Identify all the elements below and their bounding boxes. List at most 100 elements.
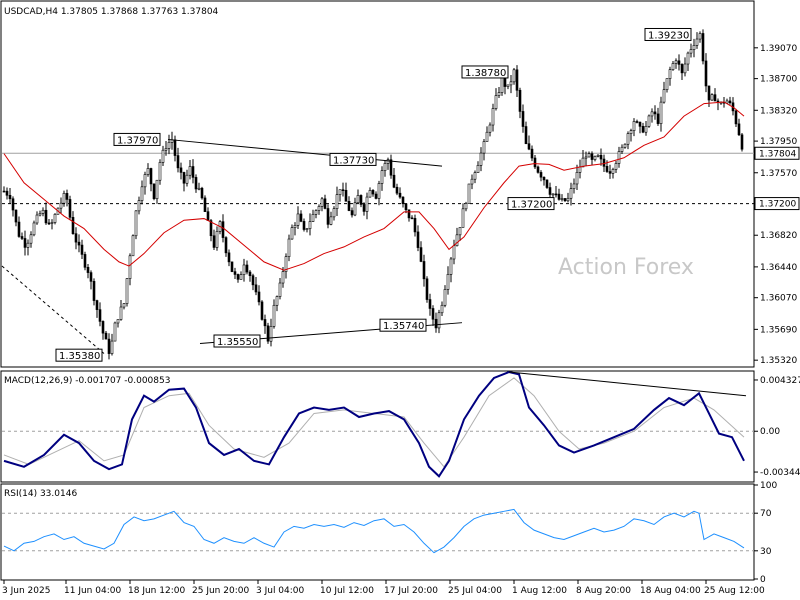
candle-body — [104, 332, 108, 340]
candle-body — [44, 209, 48, 224]
candle-body — [434, 318, 438, 329]
candle-body — [644, 125, 648, 133]
candle-body — [248, 271, 252, 276]
candle-body — [158, 162, 162, 181]
candle-body — [68, 199, 72, 218]
candle-body — [458, 227, 462, 236]
rsi-tick-label: 0 — [760, 575, 766, 585]
macd-title: MACD(12,26,9) -0.001707 -0.000853 — [4, 376, 170, 386]
candle-body — [551, 193, 555, 196]
candle-body — [98, 309, 102, 322]
candle-body — [467, 183, 471, 204]
candle-body — [692, 45, 696, 50]
candle-body — [473, 172, 477, 180]
candle-body — [266, 325, 270, 342]
candle-body — [575, 172, 579, 185]
candle-body — [701, 33, 705, 62]
candle-body — [5, 190, 9, 196]
candle-body — [446, 274, 450, 290]
price-label-box — [644, 27, 692, 41]
candle-body — [740, 134, 744, 150]
candle-body — [545, 179, 549, 188]
candle-body — [656, 113, 660, 124]
candle-body — [479, 152, 483, 166]
candle-body — [491, 108, 495, 126]
candle-body — [305, 228, 309, 230]
candle-body — [494, 95, 498, 109]
candle-body — [374, 193, 378, 199]
price-tick-label: 1.36070 — [760, 294, 797, 304]
time-tick-label: 8 Aug 20:00 — [576, 586, 631, 596]
candle-body — [227, 252, 231, 263]
candle-body — [221, 221, 225, 238]
candle-body — [260, 301, 264, 320]
candle-body — [533, 157, 537, 168]
candle-body — [509, 81, 513, 86]
candle-body — [353, 202, 357, 216]
candle-body — [449, 258, 453, 275]
candle-body — [404, 203, 408, 211]
price-tick-label: 1.36440 — [760, 263, 797, 273]
candle-body — [440, 304, 444, 314]
candle-body — [464, 203, 468, 210]
candle-body — [419, 247, 423, 262]
candle-body — [239, 274, 243, 280]
candle-body — [737, 123, 741, 136]
time-tick-label: 3 Jun 2025 — [2, 586, 50, 596]
candle-body — [131, 235, 135, 257]
candle-body — [119, 306, 123, 320]
candle-body — [299, 213, 303, 222]
candle-body — [443, 289, 447, 306]
candle-body — [554, 193, 558, 196]
candle-body — [380, 170, 384, 184]
candle-body — [674, 60, 678, 64]
macd-tick-label: 0.00 — [760, 427, 780, 437]
time-tick-label: 25 Jun 20:00 — [192, 586, 249, 596]
symbol-header: USDCAD,H4 1.37805 1.37868 1.37763 1.3780… — [4, 7, 219, 17]
candle-body — [608, 171, 612, 174]
candle-body — [2, 190, 6, 193]
candle-body — [521, 111, 525, 127]
candle-body — [323, 198, 327, 209]
candle-body — [431, 308, 435, 320]
rsi-title: RSI(14) 33.0146 — [4, 489, 77, 499]
candle-body — [263, 319, 267, 327]
candle-body — [401, 196, 405, 205]
candle-body — [527, 143, 531, 150]
price-tick-label: 1.36820 — [760, 231, 797, 241]
time-tick-label: 11 Jun 04:00 — [64, 586, 121, 596]
candle-body — [500, 77, 504, 93]
candle-body — [101, 321, 105, 334]
candle-body — [176, 155, 180, 169]
candle-body — [143, 174, 147, 188]
time-tick-label: 10 Jul 12:00 — [320, 586, 374, 596]
candle-body — [188, 166, 192, 176]
candle-body — [332, 208, 336, 218]
price-label: 1.39230 — [648, 30, 689, 41]
price-tick-label: 1.37570 — [760, 169, 797, 179]
price-tick-label: 1.38320 — [760, 106, 797, 116]
candle-body — [17, 221, 21, 237]
candle-body — [29, 234, 33, 244]
price-label-box — [461, 65, 509, 79]
candle-body — [536, 166, 540, 173]
candle-body — [8, 194, 12, 200]
candle-body — [422, 261, 426, 280]
candle-body — [335, 194, 339, 209]
candle-body — [224, 237, 228, 254]
candle-body — [164, 148, 168, 151]
candle-body — [245, 264, 249, 273]
candle-body — [314, 210, 318, 215]
candle-body — [497, 92, 501, 96]
candle-body — [254, 284, 258, 293]
price-panel-frame — [0, 0, 755, 368]
candle-body — [62, 193, 66, 204]
candle-body — [365, 196, 369, 212]
candle-body — [470, 178, 474, 185]
price-label: 1.37730 — [333, 155, 374, 166]
candle-body — [626, 133, 630, 145]
candle-body — [686, 52, 690, 65]
resistance-trendline — [167, 138, 443, 167]
candle-body — [191, 166, 195, 178]
